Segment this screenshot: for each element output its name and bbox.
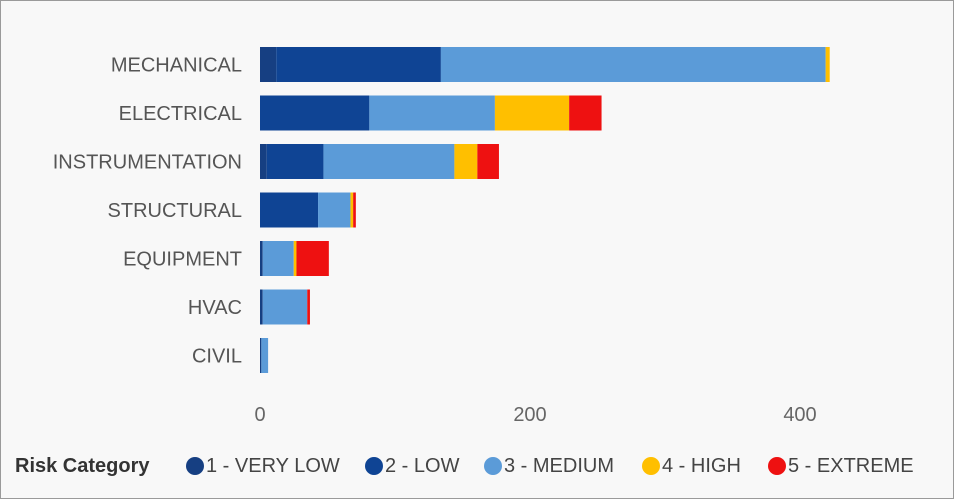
bar-mechanical-2-low[interactable] (276, 47, 441, 82)
legend-marker-5-extreme (768, 457, 786, 475)
category-label-mechanical: MECHANICAL (111, 55, 242, 77)
legend-label-4-high: 4 - HIGH (662, 455, 741, 477)
legend-title: Risk Category (15, 455, 150, 477)
legend-label-2-low: 2 - LOW (385, 455, 460, 477)
legend-marker-1-very-low (186, 457, 204, 475)
legend-marker-3-medium (484, 457, 502, 475)
category-label-structural: STRUCTURAL (108, 200, 242, 222)
bar-mechanical-4-high[interactable] (825, 47, 830, 82)
x-tick-label-0: 0 (254, 404, 265, 426)
category-label-electrical: ELECTRICAL (119, 103, 242, 125)
legend-marker-4-high (642, 457, 660, 475)
x-tick-label-400: 400 (783, 404, 816, 426)
bar-electrical-4-high[interactable] (494, 95, 570, 131)
bar-hvac-1-very-low[interactable] (260, 289, 263, 325)
legend-label-3-medium: 3 - MEDIUM (504, 455, 614, 477)
bar-civil-1-very-low[interactable] (260, 338, 262, 373)
bar-instrumentation-5-extreme[interactable] (477, 144, 499, 179)
bar-structural-4-high[interactable] (350, 192, 354, 228)
bar-structural-2-low[interactable] (260, 192, 319, 228)
legend-marker-2-low (365, 457, 383, 475)
bar-electrical-3-medium[interactable] (369, 95, 495, 131)
bar-equipment-4-high[interactable] (293, 241, 297, 276)
legend-label-1-very-low: 1 - VERY LOW (206, 455, 340, 477)
bar-structural-3-medium[interactable] (318, 192, 351, 228)
category-label-civil: CIVIL (192, 346, 242, 368)
bar-hvac-3-medium[interactable] (262, 289, 308, 325)
bar-instrumentation-1-very-low[interactable] (260, 144, 267, 179)
bar-electrical-5-extreme[interactable] (569, 95, 602, 131)
bar-instrumentation-4-high[interactable] (454, 144, 478, 179)
bar-electrical-2-low[interactable] (260, 95, 370, 131)
bar-structural-5-extreme[interactable] (353, 192, 356, 228)
x-tick-label-200: 200 (513, 404, 546, 426)
bar-mechanical-3-medium[interactable] (440, 47, 826, 82)
category-label-instrumentation: INSTRUMENTATION (53, 152, 242, 174)
category-label-hvac: HVAC (188, 297, 242, 319)
legend-label-5-extreme: 5 - EXTREME (788, 455, 914, 477)
bar-instrumentation-3-medium[interactable] (323, 144, 455, 179)
bar-equipment-1-very-low[interactable] (260, 241, 263, 276)
category-label-equipment: EQUIPMENT (123, 249, 242, 271)
bar-instrumentation-2-low[interactable] (266, 144, 324, 179)
bar-equipment-5-extreme[interactable] (296, 241, 329, 276)
bar-hvac-5-extreme[interactable] (307, 289, 310, 325)
bar-mechanical-1-very-low[interactable] (260, 47, 277, 82)
bar-civil-3-medium[interactable] (261, 338, 269, 373)
bar-equipment-3-medium[interactable] (262, 241, 294, 276)
